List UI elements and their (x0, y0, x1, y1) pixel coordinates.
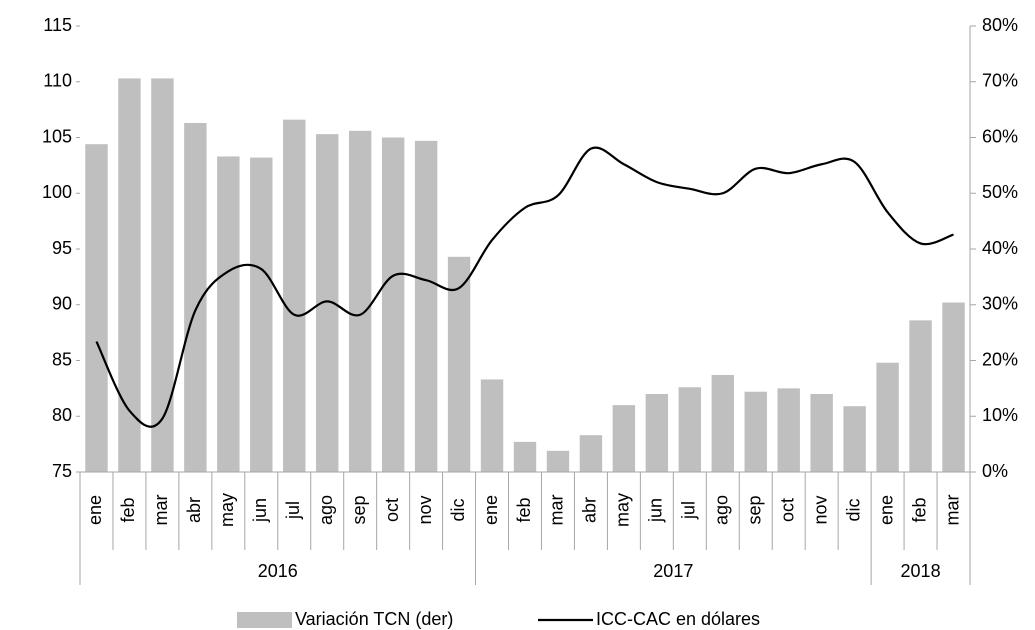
y-tick-label: 105 (42, 126, 72, 146)
x-tick-label: ene (85, 495, 105, 525)
x-tick-label: oct (382, 498, 402, 522)
bar (876, 362, 899, 472)
y2-tick-label: 40% (982, 238, 1018, 258)
bar (381, 137, 405, 472)
bar (744, 391, 767, 472)
bar (217, 156, 240, 472)
x-tick-label: feb (118, 497, 138, 522)
x-tick-label: abr (184, 497, 204, 523)
x-tick-label: jul (283, 501, 303, 520)
y-tick-label: 85 (52, 349, 72, 369)
x-tick-label: nov (810, 495, 830, 524)
y2-tick-label: 10% (982, 405, 1018, 425)
line (95, 146, 954, 428)
bar (579, 435, 603, 472)
x-tick-label: feb (514, 497, 534, 522)
x-tick-label: jun (250, 498, 270, 523)
year-label: 2017 (653, 561, 693, 581)
x-tick-label: jul (679, 501, 699, 520)
x-tick-label: abr (580, 497, 600, 523)
bar (480, 379, 504, 472)
y-tick-label: 80 (52, 405, 72, 425)
x-tick-label: ene (876, 495, 896, 525)
bar (348, 130, 372, 472)
bar (942, 302, 965, 472)
x-tick-label: dic (448, 498, 468, 521)
bar (414, 140, 438, 472)
bar (711, 374, 734, 472)
year-label: 2016 (258, 561, 298, 581)
x-tick-label: nov (415, 495, 435, 524)
year-label: 2018 (901, 561, 941, 581)
x-tick-label: feb (909, 497, 929, 522)
legend-swatch (237, 612, 292, 628)
bar (283, 119, 306, 472)
bar (777, 388, 800, 472)
x-tick-label: ago (316, 495, 336, 525)
x-tick-label: mar (942, 494, 962, 525)
bar (250, 157, 273, 472)
x-tick-label: ago (712, 495, 732, 525)
bar (316, 134, 339, 472)
x-tick-label: sep (744, 495, 764, 524)
y2-tick-label: 80% (982, 15, 1018, 35)
bar (612, 405, 636, 472)
y2-tick-label: 70% (982, 71, 1018, 91)
y-tick-label: 110 (43, 71, 72, 91)
y-tick-label: 95 (52, 238, 72, 258)
bar (546, 450, 570, 472)
x-tick-label: mar (151, 494, 171, 525)
y-tick-label: 90 (52, 294, 72, 314)
y2-tick-label: 20% (982, 349, 1018, 369)
x-tick-label: may (217, 493, 237, 527)
y-tick-label: 75 (52, 461, 72, 481)
bar (645, 393, 669, 472)
y2-tick-label: 50% (982, 182, 1018, 202)
y-tick-label: 115 (43, 15, 72, 35)
x-tick-label: ene (481, 495, 501, 525)
bar (678, 387, 702, 472)
bar (909, 320, 932, 472)
bar (513, 441, 537, 472)
bar (843, 406, 866, 472)
x-tick-label: may (613, 493, 633, 527)
y2-tick-label: 0% (982, 461, 1008, 481)
bar (85, 144, 108, 472)
bar (447, 256, 471, 472)
bar (151, 78, 174, 472)
legend-label: ICC-CAC en dólares (596, 609, 760, 629)
x-tick-label: oct (777, 498, 797, 522)
bar (810, 393, 833, 472)
x-tick-label: mar (547, 494, 567, 525)
legend-label: Variación TCN (der) (295, 609, 453, 629)
bar (118, 78, 141, 472)
x-tick-label: sep (349, 495, 369, 524)
bar (184, 123, 207, 472)
y2-tick-label: 60% (982, 126, 1018, 146)
y-tick-label: 100 (42, 182, 72, 202)
x-tick-label: jun (646, 498, 666, 523)
y2-tick-label: 30% (982, 294, 1018, 314)
x-tick-label: dic (843, 498, 863, 521)
